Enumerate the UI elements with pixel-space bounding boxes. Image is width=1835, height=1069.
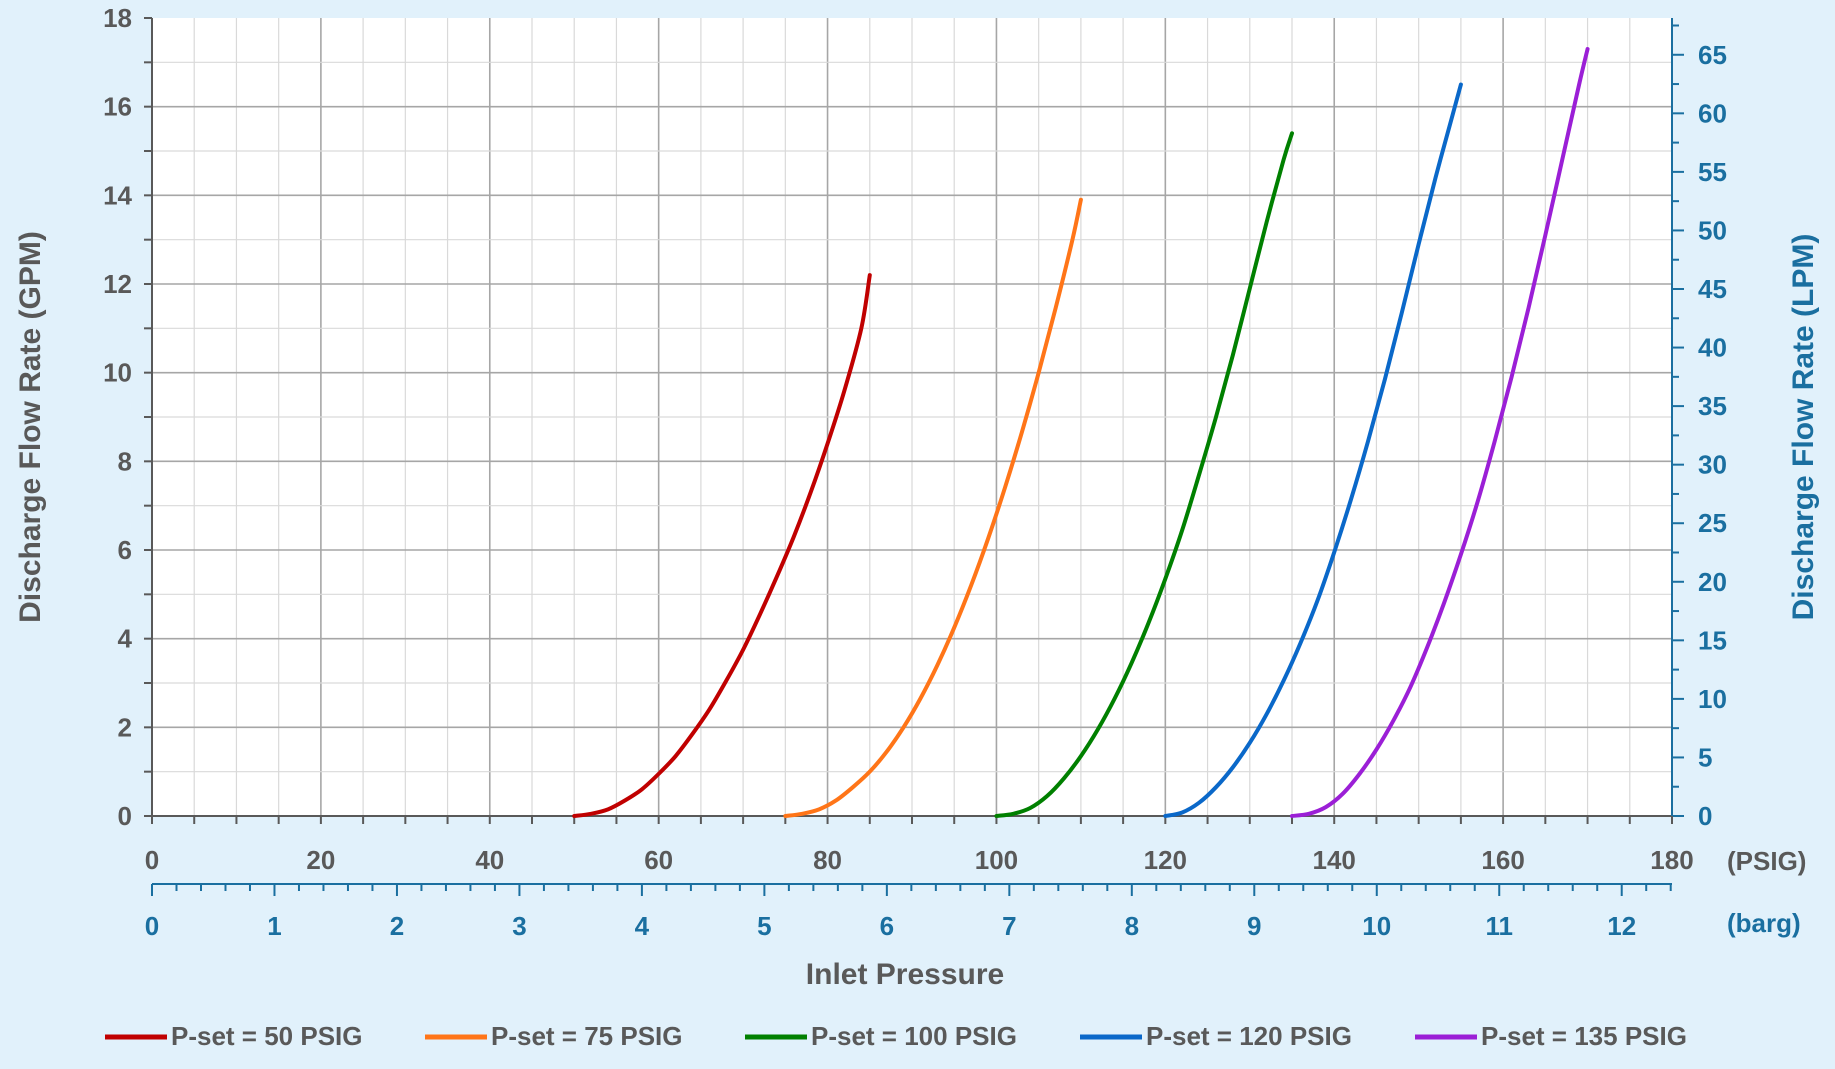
y-tick-label-right: 55 xyxy=(1698,157,1727,187)
y-tick-label-right: 5 xyxy=(1698,742,1712,772)
y-tick-label-right: 45 xyxy=(1698,274,1727,304)
y-tick-label-left: 16 xyxy=(103,92,132,122)
y-tick-label-left: 4 xyxy=(118,624,133,654)
y-tick-label-right: 40 xyxy=(1698,333,1727,363)
x-tick-label-barg: 12 xyxy=(1607,911,1636,941)
y-tick-label-right: 35 xyxy=(1698,391,1727,421)
y-tick-label-right: 65 xyxy=(1698,40,1727,70)
x-tick-label-barg: 8 xyxy=(1125,911,1139,941)
series-line-1 xyxy=(572,273,872,818)
x-tick-label-barg: 2 xyxy=(390,911,404,941)
x-axis-title: Inlet Pressure xyxy=(806,958,1004,991)
y-tick-label-right: 25 xyxy=(1698,508,1727,538)
x-tick-label-psig: 180 xyxy=(1650,845,1693,875)
series-line-3 xyxy=(994,131,1294,818)
y-tick-label-left: 12 xyxy=(103,269,132,299)
legend-label-2: P-set = 75 PSIG xyxy=(491,1021,682,1051)
x-tick-label-psig: 100 xyxy=(975,845,1018,875)
x-unit-psig: (PSIG) xyxy=(1727,846,1806,876)
legend: P-set = 50 PSIG P-set = 75 PSIG P-set = 10… xyxy=(105,1021,1687,1051)
x-tick-label-psig: 160 xyxy=(1481,845,1524,875)
y-axis-title-left: Discharge Flow Rate (GPM) xyxy=(14,231,47,623)
y-tick-label-right: 20 xyxy=(1698,567,1727,597)
y-tick-label-left: 10 xyxy=(103,358,132,388)
x-tick-label-barg: 1 xyxy=(267,911,281,941)
grid xyxy=(152,18,1672,816)
series-line-2 xyxy=(783,197,1083,818)
axes xyxy=(144,17,1684,896)
tick-labels: 0246810121416180510152025303540455055606… xyxy=(103,3,1727,941)
x-tick-label-psig: 40 xyxy=(475,845,504,875)
x-tick-label-psig: 80 xyxy=(813,845,842,875)
x-tick-label-barg: 10 xyxy=(1362,911,1391,941)
y-tick-label-right: 0 xyxy=(1698,801,1712,831)
x-tick-label-psig: 20 xyxy=(306,845,335,875)
y-tick-label-left: 8 xyxy=(118,446,132,476)
x-tick-label-barg: 3 xyxy=(512,911,526,941)
legend-label-4: P-set = 120 PSIG xyxy=(1146,1021,1352,1051)
y-tick-label-right: 10 xyxy=(1698,684,1727,714)
y-axis-title-right: Discharge Flow Rate (LPM) xyxy=(1787,234,1820,621)
series-line-4 xyxy=(1163,82,1463,818)
y-tick-label-left: 14 xyxy=(103,180,132,210)
x-tick-label-barg: 7 xyxy=(1002,911,1016,941)
y-tick-label-left: 0 xyxy=(118,801,132,831)
legend-label-1: P-set = 50 PSIG xyxy=(171,1021,362,1051)
y-tick-label-right: 15 xyxy=(1698,625,1727,655)
y-tick-label-right: 60 xyxy=(1698,98,1727,128)
x-unit-barg: (barg) xyxy=(1727,908,1801,938)
x-tick-label-barg: 0 xyxy=(145,911,159,941)
legend-label-3: P-set = 100 PSIG xyxy=(811,1021,1017,1051)
series-line-5 xyxy=(1290,47,1590,818)
y-tick-label-left: 2 xyxy=(118,712,132,742)
x-tick-label-psig: 0 xyxy=(145,845,159,875)
series-lines xyxy=(572,47,1590,818)
x-tick-label-barg: 6 xyxy=(880,911,894,941)
x-tick-label-barg: 5 xyxy=(757,911,771,941)
y-tick-label-right: 50 xyxy=(1698,215,1727,245)
y-tick-label-right: 30 xyxy=(1698,450,1727,480)
y-tick-label-left: 6 xyxy=(118,535,132,565)
legend-label-5: P-set = 135 PSIG xyxy=(1481,1021,1687,1051)
x-tick-label-psig: 60 xyxy=(644,845,673,875)
x-tick-label-psig: 120 xyxy=(1144,845,1187,875)
x-tick-label-barg: 11 xyxy=(1485,911,1513,941)
x-tick-label-psig: 140 xyxy=(1313,845,1356,875)
x-tick-label-barg: 4 xyxy=(635,911,650,941)
x-tick-label-barg: 9 xyxy=(1247,911,1261,941)
y-tick-label-left: 18 xyxy=(103,3,132,33)
